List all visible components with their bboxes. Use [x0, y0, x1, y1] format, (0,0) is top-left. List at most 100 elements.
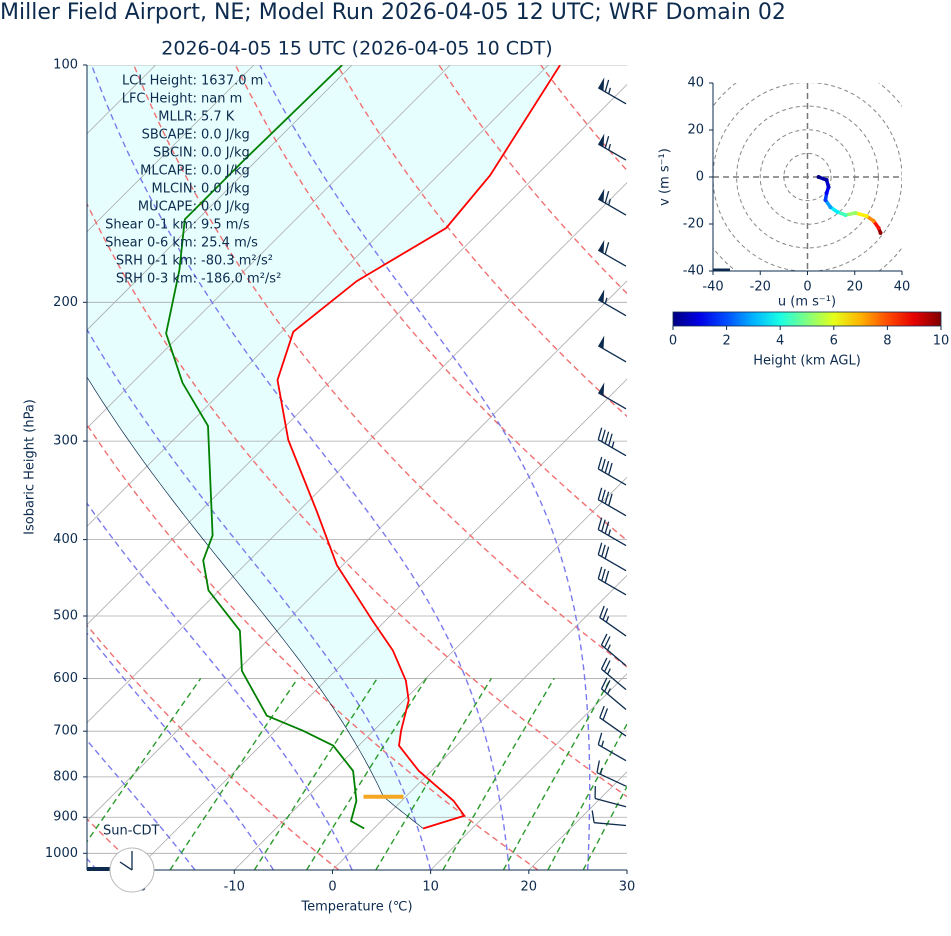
y-tick-label: 600 — [53, 671, 78, 686]
barb-staff — [597, 468, 627, 486]
stat-value: nan m — [201, 92, 242, 107]
wind-barb — [597, 732, 627, 762]
hodo-y-tick-label: 40 — [687, 76, 704, 91]
barb-pennant — [598, 188, 605, 203]
wind-barb — [599, 705, 627, 737]
barb-feather — [601, 519, 606, 532]
stat-label: MLLR: — [158, 110, 197, 125]
isotherm — [135, 378, 627, 870]
moist-adiabat — [87, 328, 432, 870]
wind-barb — [600, 633, 627, 667]
hodo-point — [843, 213, 848, 218]
wind-barb — [597, 427, 627, 457]
barb-feather — [599, 705, 605, 718]
barb-feather — [600, 633, 608, 646]
barb-half-feather — [608, 198, 612, 206]
mixing-ratio-line — [502, 678, 612, 870]
hodo-point — [816, 175, 821, 179]
hodo-x-tick-label: 20 — [846, 280, 863, 295]
barb-feather — [601, 458, 606, 472]
wind-barb — [591, 810, 627, 827]
barb-staff — [597, 345, 627, 363]
barb-feather — [602, 708, 609, 721]
barb-staff — [594, 822, 627, 827]
barb-staff — [597, 578, 627, 596]
hodo-point — [864, 214, 869, 219]
hodograph-plot — [713, 83, 902, 271]
colorbar-label: Height (km AGL) — [753, 354, 861, 369]
hodo-point — [826, 185, 831, 190]
dry-adiabat — [87, 624, 340, 870]
temperature-line — [276, 65, 561, 830]
stat-value: 0.0 J/kg — [201, 164, 250, 179]
clock-hand — [119, 861, 133, 871]
isotherm — [87, 65, 549, 527]
isotherm — [87, 83, 627, 626]
stat-label: Shear 0-6 km: — [105, 236, 197, 251]
parcel-path — [87, 376, 424, 829]
dry-adiabat — [87, 423, 539, 870]
wind-barb — [597, 335, 627, 363]
hodo-x-tick-label: -20 — [750, 280, 771, 295]
barb-feather — [604, 190, 610, 204]
stat-label: LCL Height: — [122, 74, 197, 89]
hodo-point — [835, 210, 840, 215]
isotherm — [528, 771, 627, 870]
barb-staff — [597, 744, 627, 762]
barb-feather — [604, 460, 610, 474]
barb-staff — [597, 528, 627, 547]
barb-feather — [604, 135, 610, 149]
hodo-point — [824, 178, 829, 183]
hodo-x-tick-label: -40 — [702, 280, 723, 295]
barb-half-feather — [607, 688, 611, 695]
dry-adiabat — [234, 65, 627, 542]
barb-feather — [604, 491, 610, 504]
barb-feather — [596, 760, 600, 773]
barb-feather — [597, 487, 603, 500]
barb-staff — [597, 143, 627, 161]
barb-feather — [604, 431, 610, 444]
hodo-point — [828, 205, 833, 210]
moist-adiabat — [259, 65, 591, 870]
wind-barb — [597, 133, 627, 161]
barb-feather — [600, 677, 608, 690]
barb-feather — [601, 544, 606, 557]
mixing-ratio-line — [582, 785, 627, 870]
barb-staff — [601, 688, 627, 710]
barb-half-feather — [608, 143, 612, 151]
stat-label: LFC Height: — [122, 92, 197, 107]
y-tick-label: 1000 — [45, 846, 78, 861]
stat-label: MUCAPE: — [138, 200, 197, 215]
stat-label: SBCAPE: — [142, 128, 197, 143]
barb-pennant — [598, 335, 605, 349]
colorbar-tick-label: 2 — [722, 334, 730, 349]
barb-staff — [597, 249, 627, 267]
barb-half-feather — [611, 441, 615, 448]
wind-barb — [597, 456, 627, 486]
y-axis-label: Isobaric Height (hPa) — [23, 399, 38, 535]
wind-barb — [597, 77, 627, 105]
stat-value: 1637.0 m — [201, 74, 263, 89]
wind-barb — [597, 289, 627, 317]
dry-adiabat — [133, 65, 627, 668]
barb-staff — [599, 617, 627, 637]
colorbar-tick-label: 8 — [883, 334, 891, 349]
mixing-ratio-line — [547, 722, 627, 870]
dry-adiabat — [642, 65, 951, 870]
barb-half-feather — [608, 529, 612, 536]
stat-value: 0.0 J/kg — [201, 146, 250, 161]
x-tick-label: -10 — [224, 880, 245, 895]
wind-barb — [600, 657, 627, 691]
colorbar-tick-label: 10 — [933, 334, 950, 349]
barb-feather — [604, 242, 610, 255]
isotherm — [87, 280, 627, 822]
hodo-x-tick-label: 40 — [894, 280, 911, 295]
barb-staff — [599, 717, 627, 737]
barb-half-feather — [607, 644, 611, 651]
isotherm — [87, 65, 353, 331]
barb-half-feather — [608, 87, 612, 94]
clock-label: Sun-CDT — [103, 824, 160, 839]
y-tick-label: 800 — [53, 769, 78, 784]
isotherm — [332, 574, 627, 870]
